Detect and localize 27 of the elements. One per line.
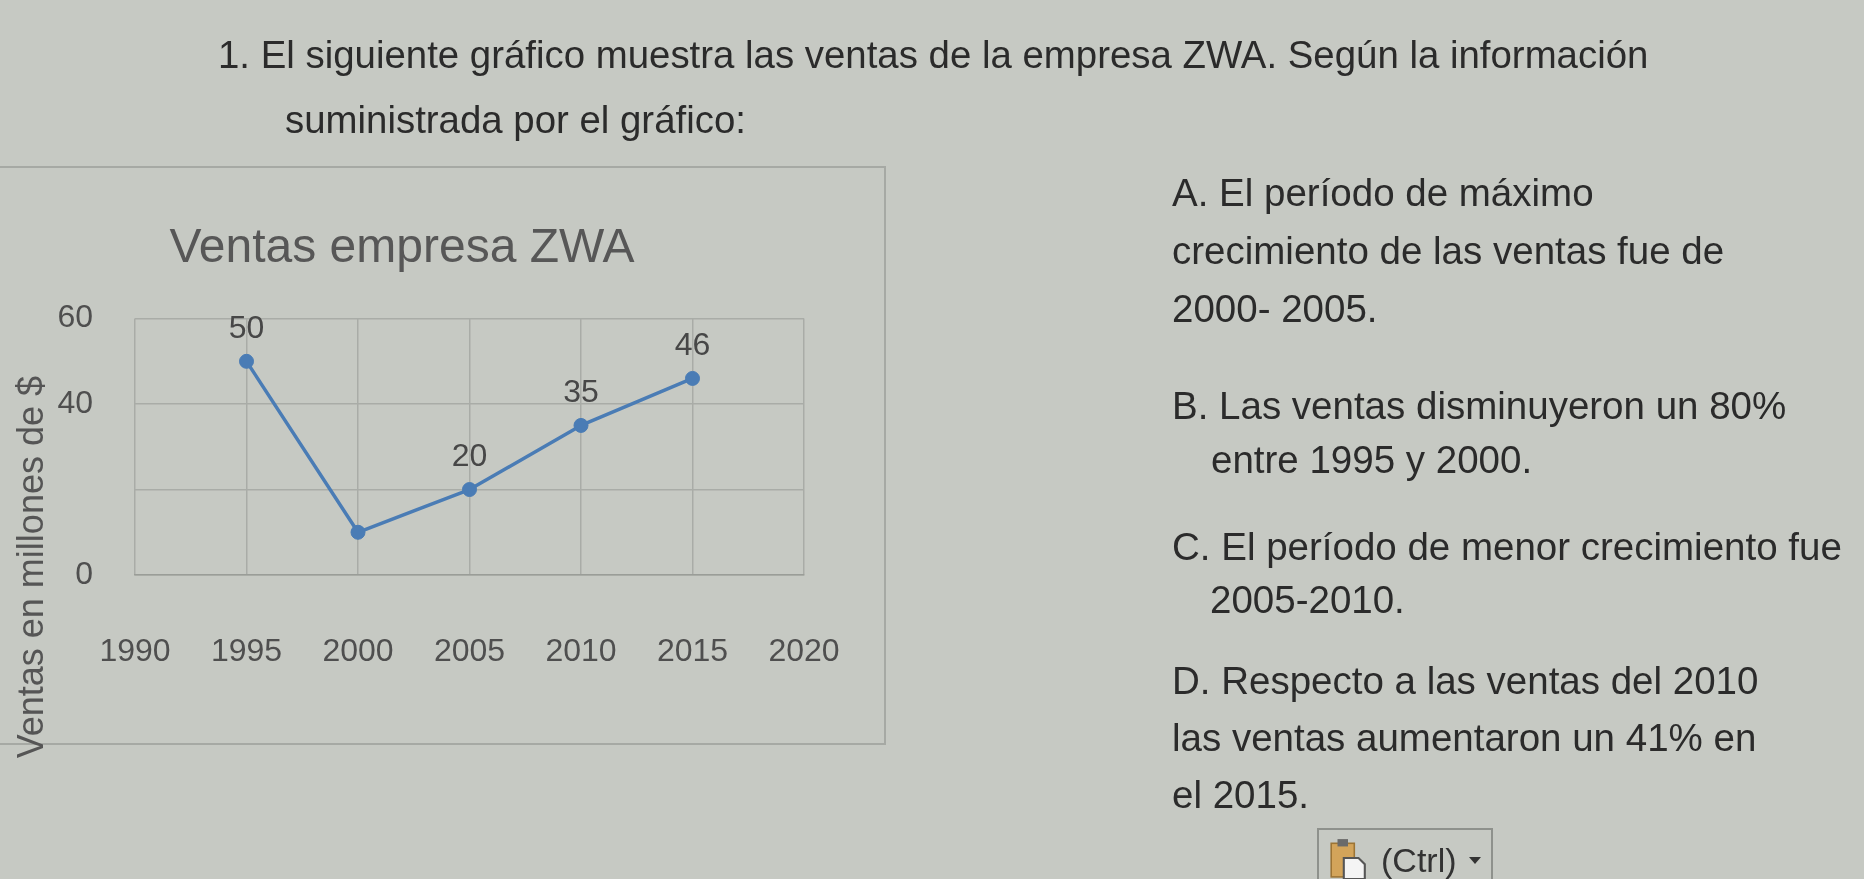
data-label: 46	[674, 326, 711, 363]
point	[239, 353, 254, 369]
x-tick-label: 2020	[768, 632, 840, 669]
data-label: 20	[451, 437, 488, 474]
point	[350, 524, 366, 540]
x-tick-label: 2015	[656, 632, 729, 669]
text: A. El período de máximo crecimiento de las ventas fue de 2000- 2005.	[1172, 170, 1725, 332]
y-tick-label: 0	[75, 554, 93, 591]
point	[462, 482, 477, 498]
paste-options-button: (Ctrl)	[1317, 828, 1493, 879]
point	[685, 370, 700, 386]
x-tick-label: 2000	[322, 632, 394, 669]
point	[573, 417, 589, 433]
text: 1. El siguiente gráfico muestra las ventas de la empresa ZWA. Según la información suministrada por el gráfico:	[218, 32, 1649, 143]
y-tick-label: 60	[57, 298, 93, 335]
y-axis-title: Ventas en millones de $	[10, 376, 52, 759]
text: B. Las ventas disminuyeron un 80% entre 1995 y 2000.	[1172, 383, 1787, 483]
x-tick-label: 1990	[99, 632, 171, 669]
data-label: 35	[563, 373, 599, 410]
y-tick-label: 40	[57, 383, 93, 420]
text: C. El período de menor crecimiento fue 2005-2010.	[1172, 524, 1842, 623]
chart-title: Ventas empresa ZWA	[169, 219, 635, 273]
x-tick-label: 1995	[210, 632, 283, 669]
text: D. Respecto a las ventas del 2010 las ventas aumentaron un 41% en el 2015.	[1172, 658, 1759, 818]
data-label: 50	[228, 309, 265, 346]
x-tick-label: 2005	[433, 632, 506, 669]
x-tick-label: 2010	[545, 632, 617, 669]
